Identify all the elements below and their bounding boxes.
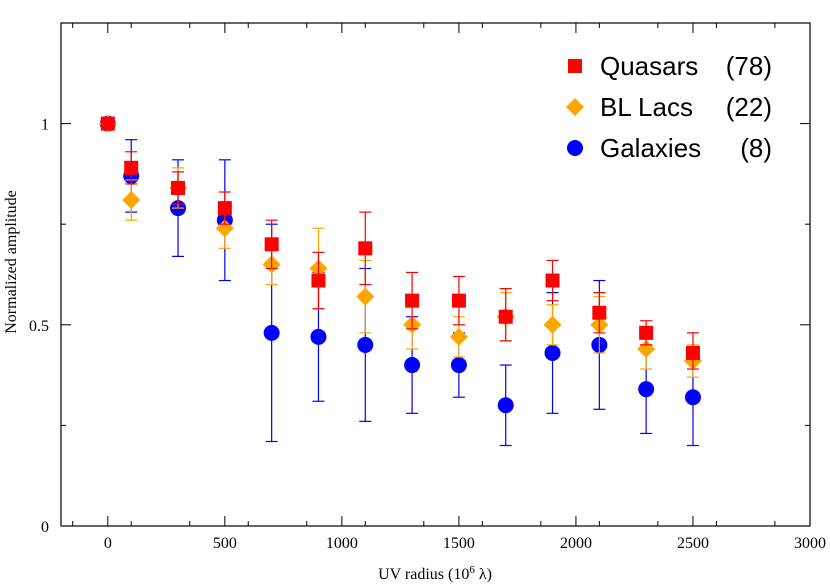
x-axis-label-main: UV radius (10 [378,566,469,583]
legend-count: (22) [726,92,772,122]
data-point [449,327,468,346]
x-axis-label-sup: 6 [469,564,475,576]
x-tick-label: 2500 [677,535,709,552]
data-point [592,305,607,320]
legend-marker-circle [567,140,583,156]
data-point [498,309,513,324]
data-point [358,241,373,256]
y-tick-label: 0.5 [29,318,49,335]
data-point [263,324,280,341]
data-point [310,328,327,345]
data-point [405,293,420,308]
x-tick-label: 3000 [794,535,826,552]
data-point [497,397,514,414]
data-point [311,273,326,288]
x-tick-label: 1500 [443,535,475,552]
data-point [124,160,139,175]
data-point [638,381,655,398]
data-point [264,237,279,252]
axis-ticks: 0 500 1000 1500 2000 2500 3000 0 0.5 1 [29,23,826,552]
data-point [450,357,467,374]
series-galaxies [99,115,701,447]
x-tick-label: 500 [213,535,237,552]
plot-frame [60,22,811,527]
data-point [217,201,232,216]
data-point [451,293,466,308]
x-tick-label: 1000 [326,535,358,552]
data-point [684,389,701,406]
x-axis-label: UV radius (106 λ) [378,564,492,583]
y-axis-label: Normalized amplitude [3,190,20,334]
y-tick-label: 1 [41,117,49,134]
legend-count: (78) [726,51,772,81]
x-tick-label: 0 [104,535,112,552]
legend-label: Quasars [600,51,698,81]
data-point [122,191,141,210]
x-axis-label-unit: λ) [475,566,492,583]
y-tick-label: 0 [41,519,49,536]
legend: Quasars (78) BL Lacs (22) Galaxies (8) [566,51,772,163]
legend-label: Galaxies [600,133,701,163]
data-point [404,357,421,374]
data-point [100,116,115,131]
x-tick-label: 2000 [560,535,592,552]
data-point [543,315,562,334]
series-quasars [100,116,700,370]
legend-marker-square [568,59,582,73]
data-point [685,345,700,360]
legend-count: (8) [740,133,772,163]
data-point [171,180,186,195]
data-point [357,336,374,353]
series-layer [98,114,702,447]
data-point [545,273,560,288]
legend-marker-diamond [566,98,584,116]
legend-label: BL Lacs [600,92,693,122]
data-point [356,287,375,306]
data-point [639,325,654,340]
data-point [544,344,561,361]
